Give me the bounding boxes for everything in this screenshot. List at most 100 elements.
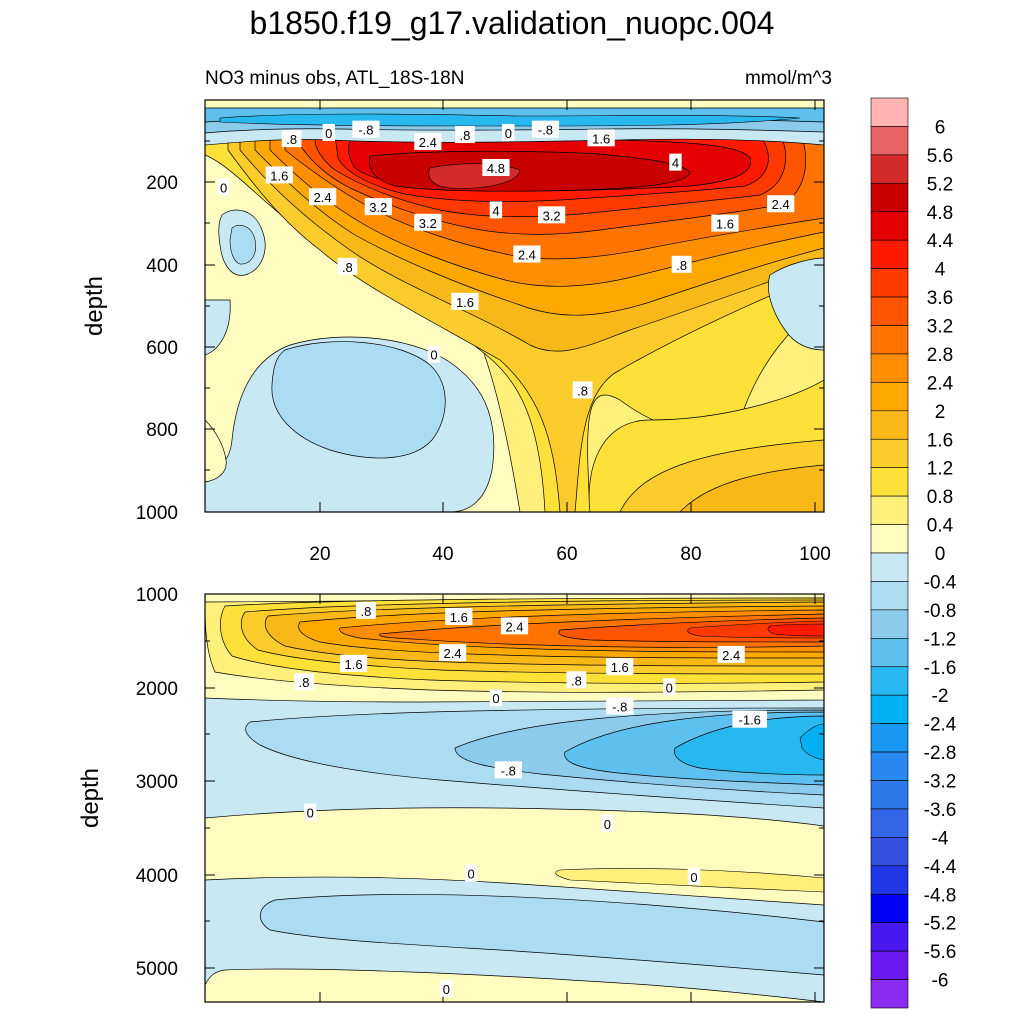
colorbar-label: 1.6 (927, 430, 953, 451)
contour-label: 2.4 (767, 195, 795, 213)
colorbar-swatch (870, 183, 909, 213)
contour-label-text: 4 (672, 156, 679, 171)
colorbar-label: -2.8 (924, 743, 957, 764)
contour-label-text: .8 (460, 128, 471, 143)
xtick-60: 60 (556, 544, 577, 565)
xtick-40: 40 (432, 544, 453, 565)
colorbar-label: 1.2 (927, 459, 953, 480)
colorbar-swatch (870, 353, 909, 383)
contour-label-bg (538, 206, 566, 224)
colorbar-swatch (870, 979, 909, 1009)
contour-label: 0 (502, 123, 515, 141)
colorbar-label: -1.6 (924, 658, 957, 679)
contour-label: 2.4 (439, 644, 467, 662)
colorbar-label: 5.6 (927, 146, 953, 167)
colorbar-label: 0.8 (927, 487, 953, 508)
contour-label-bg (414, 133, 442, 151)
contour-label-bg (364, 198, 392, 216)
contour-label-text: 0 (220, 180, 227, 195)
colorbar-label: 4.4 (927, 231, 954, 252)
contour-label-text: .8 (342, 260, 353, 275)
contour-label: 0 (440, 979, 453, 997)
colorbar-swatch (870, 296, 909, 326)
colorbar-label: -3.2 (924, 772, 957, 793)
upper-panel: 200 400 600 800 1000 depth 20 40 60 80 1… (81, 99, 831, 565)
contour-label-text: 0 (505, 126, 512, 141)
contour-label: .8 (671, 255, 692, 273)
contour-label-bg (304, 803, 317, 821)
colorbar-swatch (870, 552, 909, 582)
colorbar-label: 2.8 (927, 345, 953, 366)
colorbar-label: -4 (932, 828, 949, 849)
contour-label-bg (339, 654, 368, 672)
colorbar-swatch (870, 922, 909, 952)
contour-label: 2.4 (500, 617, 529, 635)
colorbar-label: 0.4 (927, 516, 954, 537)
contour-label-bg (445, 607, 473, 625)
upper-contour-fills (205, 100, 824, 512)
contour-label-text: 2.4 (722, 648, 740, 663)
colorbar-label: 4.8 (927, 203, 953, 224)
contour-label-text: .8 (571, 673, 582, 688)
colorbar-swatch (870, 438, 909, 468)
colorbar-swatch (870, 780, 909, 810)
colorbar-label: -6 (932, 971, 949, 992)
colorbar-label: 0 (935, 544, 946, 565)
colorbar-swatch (870, 495, 909, 525)
contour-label: 1.6 (265, 166, 293, 184)
contour-label-bg (572, 381, 593, 399)
contour-label: 4 (489, 201, 503, 219)
contour-label-bg (767, 195, 795, 213)
contour-label-bg (687, 867, 701, 885)
contour-label-bg (451, 292, 479, 310)
contour-label: 3.2 (538, 206, 566, 224)
contour-label-bg (489, 689, 503, 707)
chart-title: b1850.f19_g17.validation_nuopc.004 (250, 5, 775, 41)
contour-label: -1.6 (732, 710, 768, 728)
contour-label-text: .8 (676, 258, 687, 273)
contour-label-bg (309, 188, 337, 206)
colorbar-label: -3.6 (924, 800, 957, 821)
upper-contour-labels: .8 0 -.8 2.4 .8 0 -.8 1.6 4 4.8 0 1.6 2.4 3.2 3.2 4 3.2 2… (217, 120, 795, 399)
contour-label-bg (440, 979, 453, 997)
contour-label-text: 2.4 (505, 619, 523, 634)
colorbar-label: -1.2 (924, 629, 957, 650)
contour-label-text: 0 (666, 680, 673, 695)
contour-label-text: .8 (286, 132, 297, 147)
lower-y-axis-label: depth (77, 768, 104, 828)
contour-label-bg (322, 123, 335, 141)
colorbar-swatch (870, 467, 909, 497)
contour-label: 0 (464, 864, 478, 882)
colorbar-swatch (870, 97, 909, 127)
contour-label-bg (732, 710, 768, 728)
colorbar-label: 2 (935, 402, 946, 423)
contour-label-text: 2.4 (419, 135, 437, 150)
units-label: mmol/m^3 (745, 68, 832, 89)
contour-label-text: 1.6 (456, 295, 474, 310)
colorbar-label: -4.4 (924, 857, 957, 878)
contour-label: .8 (572, 381, 593, 399)
contour-label: 2.4 (717, 645, 745, 663)
contour-label-bg (489, 201, 503, 219)
colorbar-swatch (870, 694, 909, 724)
colorbar-label: 5.2 (927, 174, 953, 195)
contour-label-text: 3.2 (419, 216, 437, 231)
contour-label-text: 2.4 (518, 248, 536, 263)
contour-label-bg (606, 658, 634, 676)
colorbar-swatch (870, 751, 909, 781)
contour-label-text: 4 (492, 203, 499, 218)
contour-label-text: 3.2 (543, 208, 561, 223)
contour-label: 0 (663, 678, 676, 696)
colorbar-label: -5.6 (924, 942, 957, 963)
contour-label-bg (502, 123, 515, 141)
contour-label-text: 1.6 (716, 217, 734, 232)
xtick-100: 100 (799, 544, 831, 565)
contour-label-text: -.8 (538, 123, 553, 138)
lower-contour-labels: .8 1.6 2.4 2.4 1.6 .8 1.6 .8 0 2.4 0 -.8 -1.6 -.8 0 0 0 0… (294, 601, 768, 997)
contour-label: 3.2 (414, 213, 442, 231)
colorbar-swatch (870, 126, 909, 156)
xtick-80: 80 (680, 544, 701, 565)
contour-label-text: 0 (492, 691, 499, 706)
contour-label-text: -.8 (501, 763, 516, 778)
